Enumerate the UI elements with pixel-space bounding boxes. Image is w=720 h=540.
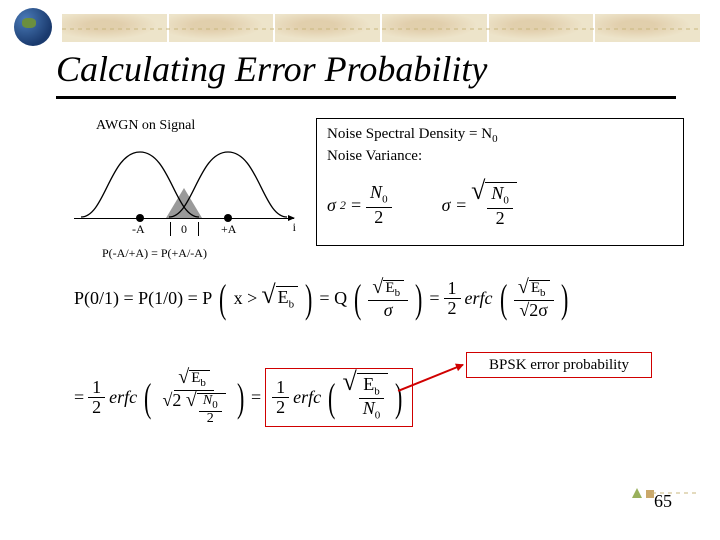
eq-Q: = Q <box>319 288 347 309</box>
x-gt: x > <box>234 288 258 309</box>
noise-box: Noise Spectral Density = N0 Noise Varian… <box>316 118 684 246</box>
awgn-caption: AWGN on Signal <box>96 118 195 134</box>
row2-lead: = <box>74 387 84 408</box>
frac-sqrteb-sigma: √Eb σ <box>368 278 408 319</box>
bpsk-callout: BPSK error probability <box>466 352 652 378</box>
frac-den-2: 2 <box>370 208 387 227</box>
dotline <box>60 28 700 30</box>
half-3: 1 2 <box>272 378 289 417</box>
bpsk-callout-text: BPSK error probability <box>489 357 629 374</box>
globe-land <box>22 18 36 28</box>
sigma-squared-formula: σ2 = N0 2 <box>327 183 392 226</box>
half-2: 1 2 <box>88 378 105 417</box>
marker-minusA <box>136 214 144 222</box>
eq-sign-4: = <box>251 387 261 408</box>
p01-p10: P(0/1) = P(1/0) = P <box>74 288 212 309</box>
noise-density-sub: 0 <box>492 133 498 145</box>
header-band <box>0 8 720 48</box>
axis-label-i: i <box>293 220 296 235</box>
equation-row-2: = 1 2 erfc ( √Eb √2 √ N0 2 ) = 1 2 erfc … <box>74 368 413 427</box>
footer-triangle-icon <box>632 488 642 498</box>
frac-sqrteb-sqrt2sigma: √Eb √2σ <box>514 278 554 319</box>
noise-line-1: Noise Spectral Density = N0 <box>327 125 673 147</box>
page-number: 65 <box>654 491 672 512</box>
sqrt-eb-1: √ Eb <box>261 286 298 311</box>
awgn-figure: AWGN on Signal i -A 0 +A P(-A/+A) = P(+A… <box>74 118 294 258</box>
title-underline <box>56 96 676 99</box>
tick-zero: 0 <box>181 222 187 237</box>
noise-density-text: Noise Spectral Density = N <box>327 126 492 142</box>
marker-plusA <box>224 214 232 222</box>
globe-icon <box>14 8 52 46</box>
frac-n0-2: N0 2 <box>366 183 392 226</box>
half-1: 1 2 <box>444 279 461 318</box>
prob-arrow-l <box>170 222 171 236</box>
eq-sign-3: = <box>429 288 439 309</box>
sigma-sup2: 2 <box>340 198 346 213</box>
equation-row-1: P(0/1) = P(1/0) = P ( x > √ Eb ) = Q ( √… <box>74 278 571 319</box>
frac-big-1: √Eb √2 √ N0 2 <box>158 368 229 427</box>
tick-plusA: +A <box>221 222 236 237</box>
noise-line-2: Noise Variance: <box>327 147 673 166</box>
noise-formula-row: σ2 = N0 2 σ = √ N0 2 <box>327 175 675 235</box>
x-axis <box>74 218 294 219</box>
sigma-sym: σ <box>327 195 336 216</box>
awgn-plot: i -A 0 +A P(-A/+A) = P(+A/-A) <box>74 136 294 224</box>
sigma-eq: σ = <box>442 195 468 216</box>
awgn-prob-label: P(-A/+A) = P(+A/-A) <box>102 246 207 261</box>
erfc-3: erfc <box>293 387 321 408</box>
bell-right <box>168 148 288 218</box>
sqrt-eb-n0: √ Eb N0 <box>342 373 388 422</box>
tick-minusA: -A <box>132 222 145 237</box>
prob-arrow-r <box>198 222 199 236</box>
sigma-formula: σ = √ N0 2 <box>442 182 517 227</box>
n0-num-a: N <box>370 182 382 202</box>
slide-title: Calculating Error Probability <box>56 48 487 90</box>
erfc-2: erfc <box>109 387 137 408</box>
sqrt-n0-2: √ N0 2 <box>471 182 517 227</box>
bpsk-formula-box: 1 2 erfc ( √ Eb N0 ) <box>265 368 412 427</box>
n0-num-b: 0 <box>382 194 388 206</box>
eq-sign-1: = <box>350 195 362 216</box>
erfc-1: erfc <box>465 288 493 309</box>
